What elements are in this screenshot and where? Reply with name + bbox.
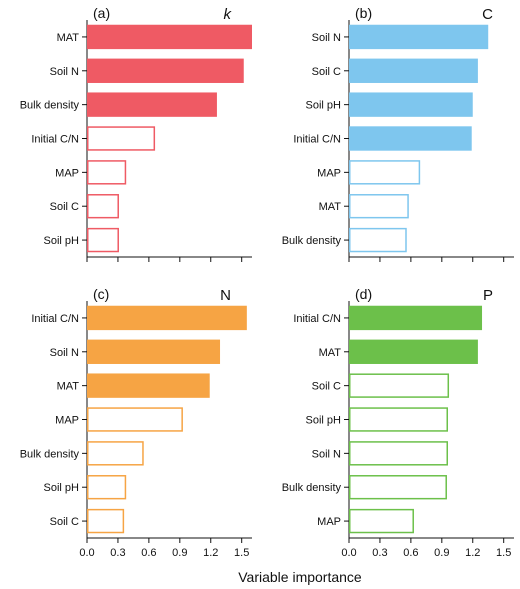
x-tick-label: 0.6 (403, 547, 418, 559)
bar-initial-c-n (349, 126, 472, 151)
category-label: MAT (57, 381, 80, 393)
category-label: Soil N (50, 66, 79, 78)
bar-soil-n (349, 24, 489, 50)
bar-soil-c (87, 194, 119, 219)
x-axis-label: Variable importance (238, 569, 362, 585)
bar-soil-c (349, 373, 450, 398)
panel-tag: (a) (93, 5, 110, 21)
category-label: Soil N (312, 448, 341, 460)
category-label: Soil C (50, 516, 79, 528)
x-tick-label: 1.2 (465, 547, 480, 559)
x-tick-label: 0.9 (172, 547, 187, 559)
category-label: Soil C (312, 66, 341, 78)
category-label: Soil pH (306, 415, 342, 427)
category-label: Soil N (312, 32, 341, 44)
bar-bulk-density (87, 441, 144, 466)
bar-soil-n (349, 441, 448, 466)
category-label: Initial C/N (293, 134, 341, 146)
x-tick-label: 0.0 (341, 547, 356, 559)
category-label: Bulk density (20, 448, 80, 460)
bar-soil-ph (87, 227, 119, 253)
bar-bulk-density (87, 92, 217, 117)
category-label: MAP (55, 167, 79, 179)
category-label: Soil C (312, 381, 341, 393)
bar-mat (87, 24, 252, 50)
category-label: MAT (319, 347, 342, 359)
x-tick-label: 0.9 (434, 547, 449, 559)
bar-bulk-density (349, 475, 447, 500)
bar-map (349, 508, 414, 534)
category-label: Soil N (50, 347, 79, 359)
bar-mat (87, 373, 210, 398)
x-tick-label: 1.2 (203, 547, 218, 559)
category-label: Soil pH (306, 100, 342, 112)
category-label: MAT (319, 201, 342, 213)
bar-soil-n (87, 339, 221, 364)
panel-variable: k (224, 6, 233, 23)
panel-variable: P (483, 287, 493, 304)
category-label: Initial C/N (31, 313, 79, 325)
panel-1: MAT Soil N Bulk density Initial C/N MAP Soil … (20, 5, 252, 262)
bar-initial-c-n (87, 126, 156, 151)
category-label: Soil pH (44, 482, 80, 494)
category-label: MAP (317, 516, 341, 528)
bar-map (349, 160, 421, 185)
panel-tag: (c) (93, 286, 109, 302)
category-label: Soil pH (44, 235, 80, 247)
panel-4: 0.0 0.3 0.6 0.9 1.2 1.5 Initial C/N MAT Soil C So… (282, 286, 514, 559)
bar-bulk-density (349, 227, 407, 253)
bar-soil-ph (349, 407, 448, 432)
category-label: MAT (57, 32, 80, 44)
bar-soil-ph (87, 475, 127, 500)
panel-variable: N (220, 287, 231, 304)
bar-map (87, 160, 127, 185)
category-label: Soil C (50, 201, 79, 213)
bar-map (87, 407, 183, 432)
category-label: Bulk density (20, 100, 80, 112)
x-tick-label: 1.5 (496, 547, 511, 559)
bar-initial-c-n (349, 305, 483, 331)
bar-soil-n (87, 58, 244, 83)
x-tick-label: 0.0 (79, 547, 94, 559)
panel-tag: (d) (355, 286, 372, 302)
category-label: Initial C/N (293, 313, 341, 325)
x-tick-label: 0.3 (372, 547, 387, 559)
panel-tag: (b) (355, 5, 372, 21)
category-label: Bulk density (282, 482, 342, 494)
category-label: MAP (55, 415, 79, 427)
x-tick-label: 1.5 (234, 547, 249, 559)
bar-soil-c (349, 58, 478, 83)
category-label: Bulk density (282, 235, 342, 247)
x-tick-label: 0.6 (141, 547, 156, 559)
panel-3: 0.0 0.3 0.6 0.9 1.2 1.5 Initial C/N Soil N MAT MA… (20, 286, 252, 559)
bar-mat (349, 194, 409, 219)
panel-2: Soil N Soil C Soil pH Initial C/N MAP MAT Bulk… (282, 5, 514, 262)
bar-initial-c-n (87, 305, 247, 331)
panel-variable: C (482, 6, 493, 23)
bar-soil-c (87, 508, 125, 534)
x-tick-label: 0.3 (110, 547, 125, 559)
category-label: Initial C/N (31, 134, 79, 146)
category-label: MAP (317, 167, 341, 179)
bar-soil-ph (349, 92, 473, 117)
bar-mat (349, 339, 478, 364)
